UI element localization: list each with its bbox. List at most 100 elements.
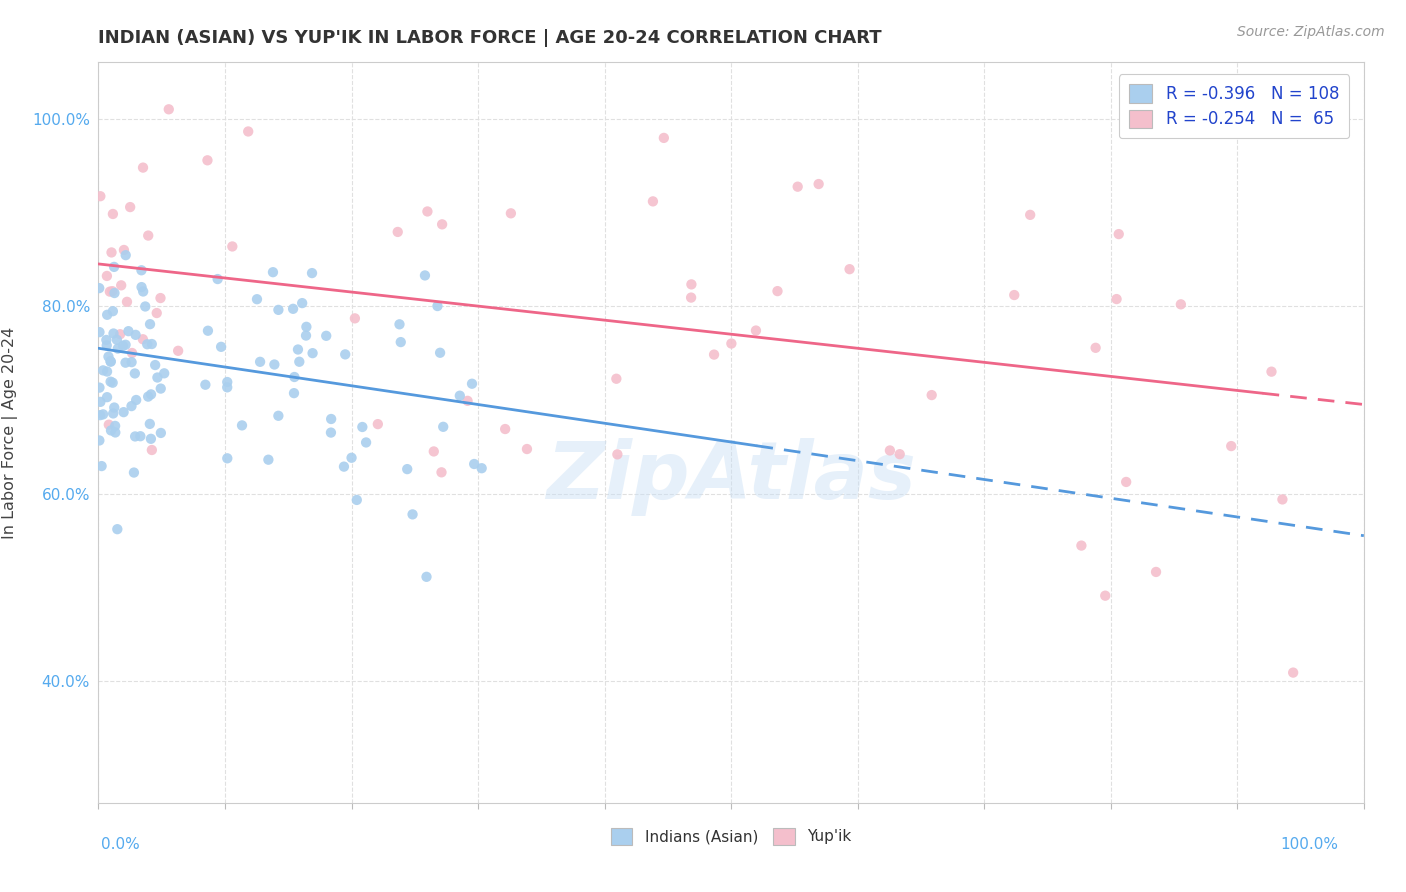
Point <box>89 281 111 295</box>
Point <box>146 370 169 384</box>
Point <box>238 124 260 138</box>
Point <box>125 392 148 407</box>
Point <box>471 461 494 475</box>
Point <box>415 570 437 584</box>
Point <box>209 340 232 354</box>
Point <box>1220 439 1243 453</box>
Point <box>132 285 155 299</box>
Point <box>197 153 219 168</box>
Point <box>96 333 118 347</box>
Point <box>343 311 366 326</box>
Point <box>90 459 112 474</box>
Point <box>807 177 830 191</box>
Point <box>207 272 229 286</box>
Point <box>287 343 309 357</box>
Point <box>143 358 166 372</box>
Point <box>315 328 337 343</box>
Point <box>121 346 143 360</box>
Point <box>1070 539 1092 553</box>
Point <box>131 263 153 277</box>
Point <box>121 355 143 369</box>
Point <box>416 204 439 219</box>
Point <box>139 387 162 401</box>
Point <box>197 324 219 338</box>
Point <box>745 324 768 338</box>
Legend: Indians (Asian), Yup'ik: Indians (Asian), Yup'ik <box>605 822 858 851</box>
Point <box>105 333 128 347</box>
Point <box>267 409 290 423</box>
Point <box>333 459 356 474</box>
Point <box>114 248 136 262</box>
Point <box>516 442 538 456</box>
Point <box>766 284 789 298</box>
Point <box>1019 208 1042 222</box>
Text: ZipAtlas: ZipAtlas <box>546 438 917 516</box>
Point <box>249 355 271 369</box>
Point <box>217 451 239 466</box>
Point <box>101 304 124 318</box>
Point <box>120 200 142 214</box>
Point <box>131 280 153 294</box>
Point <box>149 291 172 305</box>
Point <box>396 462 419 476</box>
Point <box>105 522 128 536</box>
Point <box>134 300 156 314</box>
Point <box>139 317 162 331</box>
Point <box>879 443 901 458</box>
Point <box>423 444 446 458</box>
Point <box>108 327 131 342</box>
Point <box>449 389 471 403</box>
Point <box>136 228 159 243</box>
Point <box>103 260 125 274</box>
Point <box>103 326 125 341</box>
Point <box>301 346 323 360</box>
Point <box>97 417 120 432</box>
Point <box>430 218 453 232</box>
Point <box>426 299 449 313</box>
Point <box>114 338 136 352</box>
Point <box>367 417 389 431</box>
Point <box>167 343 190 358</box>
Point <box>89 381 111 395</box>
Point <box>346 492 368 507</box>
Point <box>263 358 285 372</box>
Point <box>605 372 627 386</box>
Point <box>319 425 342 440</box>
Point <box>96 338 118 352</box>
Point <box>112 243 135 257</box>
Point <box>1282 665 1305 680</box>
Point <box>681 291 703 305</box>
Point <box>89 189 111 203</box>
Point <box>101 284 124 298</box>
Text: Source: ZipAtlas.com: Source: ZipAtlas.com <box>1237 25 1385 39</box>
Point <box>429 345 451 359</box>
Point <box>283 370 305 384</box>
Point <box>295 319 318 334</box>
Point <box>91 363 114 377</box>
Point <box>124 429 146 443</box>
Point <box>1170 297 1192 311</box>
Point <box>288 355 311 369</box>
Point <box>401 508 423 522</box>
Point <box>1108 227 1130 241</box>
Point <box>101 376 124 390</box>
Point <box>89 434 111 448</box>
Point <box>100 245 122 260</box>
Point <box>499 206 522 220</box>
Point <box>194 377 217 392</box>
Point <box>652 131 675 145</box>
Point <box>96 308 118 322</box>
Point <box>89 325 111 339</box>
Point <box>295 328 318 343</box>
Point <box>89 408 111 422</box>
Point <box>463 457 485 471</box>
Point <box>217 375 239 389</box>
Point <box>100 424 122 438</box>
Point <box>432 419 454 434</box>
Point <box>97 350 120 364</box>
Point <box>149 382 172 396</box>
Text: 100.0%: 100.0% <box>1281 838 1339 852</box>
Point <box>720 336 742 351</box>
Point <box>136 337 159 351</box>
Point <box>321 412 343 426</box>
